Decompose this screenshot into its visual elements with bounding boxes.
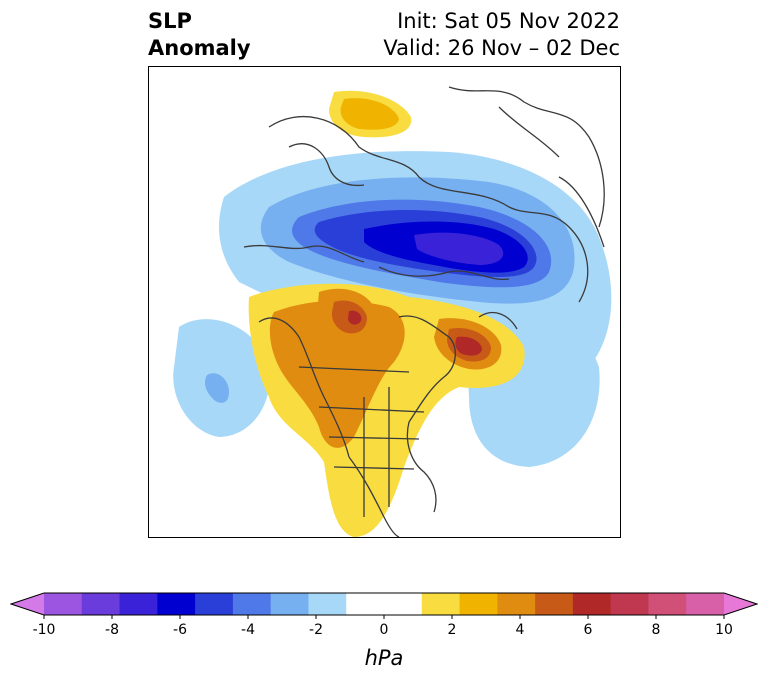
- title-init-date: Init: Sat 05 Nov 2022: [397, 9, 620, 33]
- map-title-variable: SLP Anomaly: [148, 8, 251, 62]
- colorbar-segment: [648, 593, 687, 615]
- negative-anomaly-region: [173, 151, 612, 467]
- colorbar-units-label: hPa: [364, 646, 404, 670]
- colorbar-segment: [270, 593, 309, 615]
- colorbar-segment: [610, 593, 649, 615]
- title-valid-range: Valid: 26 Nov – 02 Dec: [383, 36, 620, 60]
- colorbar-body: [10, 592, 758, 616]
- colorbar-ticks: -10 -8 -6 -4 -2 0 2 4 6 8 10: [33, 615, 733, 636]
- colorbar-segment: [497, 593, 536, 615]
- colorbar-extend-max-arrow: [724, 593, 757, 615]
- colorbar-segment: [421, 593, 461, 615]
- colorbar-segment: [308, 593, 347, 615]
- colorbar-tick-label: 4: [516, 622, 525, 636]
- colorbar-segment: [119, 593, 158, 615]
- colorbar-tick-label: 10: [715, 622, 733, 636]
- colorbar-extend-min-arrow: [11, 593, 44, 615]
- colorbar-segment: [157, 593, 196, 615]
- colorbar-tick-label: 0: [380, 622, 389, 636]
- map-canvas: [173, 86, 612, 537]
- colorbar-segment: [459, 593, 498, 615]
- colorbar-segment: [44, 593, 83, 615]
- colorbar-tick-label: -4: [241, 622, 255, 636]
- map-title-dates: Init: Sat 05 Nov 2022 Valid: 26 Nov – 02…: [383, 8, 620, 62]
- slp-anomaly-map: [148, 66, 621, 538]
- colorbar-segment: [346, 593, 385, 615]
- colorbar-segment: [81, 593, 121, 615]
- colorbar-tick-label: -2: [309, 622, 323, 636]
- colorbar-tick-label: 8: [652, 622, 661, 636]
- colorbar-tick-label: -8: [105, 622, 119, 636]
- colorbar-segment: [686, 593, 725, 615]
- colorbar-tick-label: 2: [448, 622, 457, 636]
- colorbar-tick-label: 6: [584, 622, 593, 636]
- title-variable-line2: Anomaly: [148, 36, 251, 60]
- colorbar-segment: [384, 593, 423, 615]
- colorbar-segment: [535, 593, 574, 615]
- colorbar-segment: [572, 593, 612, 615]
- colorbar-tick-label: -10: [33, 622, 56, 636]
- colorbar-segment: [195, 593, 234, 615]
- colorbar: -10 -8 -6 -4 -2 0 2 4 6 8 10: [10, 592, 758, 636]
- colorbar-tick-label: -6: [173, 622, 187, 636]
- coastlines: [243, 86, 605, 537]
- colorbar-segment: [232, 593, 272, 615]
- title-variable-line1: SLP: [148, 9, 192, 33]
